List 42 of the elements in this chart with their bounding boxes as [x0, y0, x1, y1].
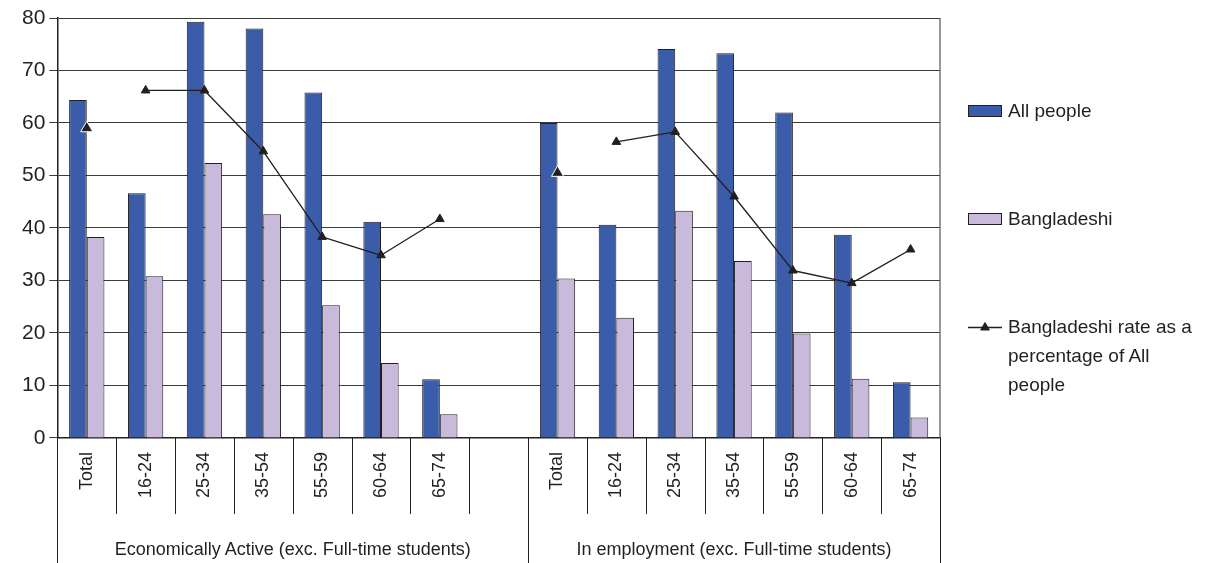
point: [317, 231, 327, 240]
x-tick-label: Total: [75, 451, 96, 490]
x-tick-label: 60-64: [369, 451, 390, 499]
y-tick-label: 80: [22, 4, 46, 28]
x-tick-label: 65-74: [428, 451, 449, 499]
y-tick-label: 50: [22, 162, 46, 186]
y-tick-label: 20: [22, 319, 46, 343]
x-tick-label: 65-74: [899, 451, 920, 499]
legend-label: All people: [1008, 99, 1092, 123]
y-tick-label: 10: [22, 372, 46, 396]
y-tick-label: 0: [33, 424, 46, 448]
x-tick-label: 55-59: [781, 451, 802, 499]
x-tick-label: 60-64: [840, 451, 861, 499]
point: [611, 136, 622, 145]
x-tick-label: 16-24: [134, 451, 155, 499]
point: [376, 249, 386, 259]
y-tick-label: 70: [22, 57, 46, 81]
legend-label: Bangladeshi: [1008, 207, 1113, 231]
y-tick-label: 60: [22, 109, 46, 133]
point: [729, 190, 739, 200]
text: Economically Active (exc. Full-time students): [114, 538, 471, 559]
legend-label: Bangladeshi rate as a percentage of All people: [1008, 315, 1193, 397]
point: [258, 145, 269, 155]
point: [670, 126, 681, 135]
y-tick-label: 40: [22, 214, 46, 238]
text: In employment (exc. Full-time students): [576, 538, 892, 559]
point: [905, 244, 916, 253]
point: [199, 84, 210, 94]
x-tick-label: 16-24: [605, 451, 626, 499]
point: [80, 120, 94, 133]
point: [846, 277, 857, 287]
x-tick-label: Total: [546, 451, 567, 490]
point: [140, 84, 151, 94]
x-tick-label: 25-34: [193, 451, 214, 499]
point: [788, 265, 798, 274]
point: [550, 165, 565, 177]
x-tick-label: 35-54: [723, 451, 744, 499]
x-tick-label: 55-59: [311, 451, 332, 499]
x-tick-label: 35-54: [252, 451, 273, 499]
y-tick-label: 30: [22, 267, 46, 291]
point: [435, 213, 445, 223]
x-tick-label: 25-34: [664, 451, 685, 499]
